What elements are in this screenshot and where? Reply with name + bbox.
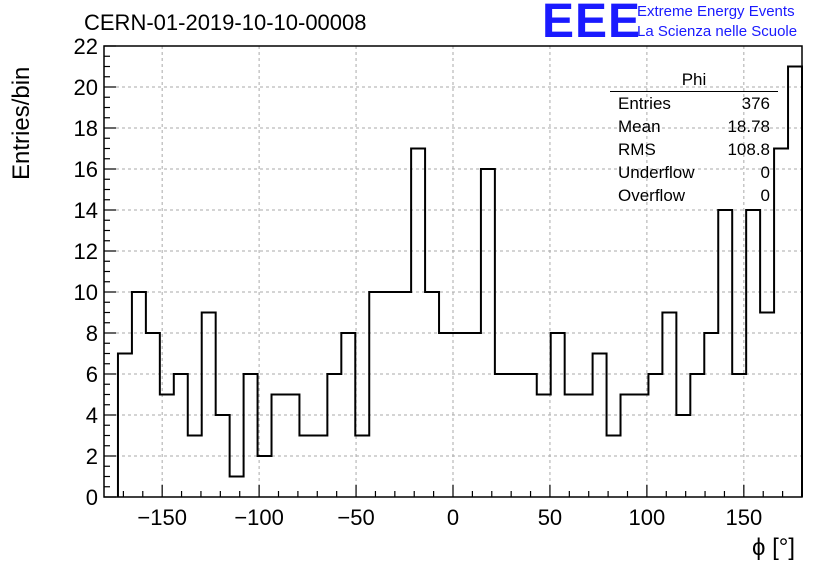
x-tick-label: 150 — [725, 505, 762, 530]
histogram-outline — [116, 65, 803, 497]
stats-label: Mean — [618, 117, 661, 136]
y-tick-label: 14 — [74, 198, 98, 223]
x-tick-label: 0 — [447, 505, 459, 530]
x-tick-label: 100 — [629, 505, 666, 530]
stats-value: 376 — [741, 94, 770, 113]
x-tick-label: −50 — [337, 505, 374, 530]
y-tick-label: 2 — [86, 444, 98, 469]
stats-label: Underflow — [618, 163, 695, 182]
x-tick-label: −150 — [137, 505, 187, 530]
eee-logo: EEE — [542, 0, 642, 48]
y-tick-label: 0 — [86, 485, 98, 510]
stats-row-mean: Mean 18.78 — [610, 115, 778, 138]
stats-value: 0 — [760, 186, 770, 205]
stats-value: 108.8 — [727, 140, 770, 159]
y-tick-label: 4 — [86, 403, 98, 428]
y-tick-label: 6 — [86, 362, 98, 387]
stats-label: RMS — [618, 140, 656, 159]
y-tick-label: 18 — [74, 116, 98, 141]
x-tick-label: 50 — [538, 505, 562, 530]
y-tick-label: 12 — [74, 239, 98, 264]
stats-value: 0 — [760, 163, 770, 182]
logo-caption-line2: La Scienza nelle Scuole — [637, 23, 798, 40]
stats-row-overflow: Overflow 0 — [610, 184, 778, 207]
stats-rows: Entries 376 Mean 18.78 RMS 108.8 Underflow 0 Ove… — [610, 92, 778, 207]
y-tick-label: 8 — [86, 321, 98, 346]
x-axis-label: ϕ [°] — [752, 534, 796, 561]
stats-row-entries: Entries 376 — [610, 92, 778, 115]
y-axis-ticks: 0 2 4 6 8 10 12 14 16 18 20 22 — [74, 34, 116, 510]
stats-title: Phi — [610, 70, 778, 92]
stats-row-underflow: Underflow 0 — [610, 161, 778, 184]
histogram-series — [116, 65, 803, 497]
logo-caption-line1: Extreme Energy Events — [637, 3, 795, 20]
stats-box: Phi Entries 376 Mean 18.78 RMS 108.8 Underflow… — [610, 70, 778, 207]
logo-caption: Extreme Energy Events La Scienza nelle S… — [637, 2, 797, 42]
x-axis-ticks: −150 −100 −50 0 50 100 150 — [122, 485, 784, 530]
y-tick-label: 20 — [74, 75, 98, 100]
y-axis-label: Entries/bin — [8, 66, 35, 180]
stats-label: Entries — [618, 94, 671, 113]
y-tick-label: 10 — [74, 280, 98, 305]
x-tick-label: −100 — [234, 505, 284, 530]
stats-value: 18.78 — [727, 117, 770, 136]
page-title: CERN-01-2019-10-10-00008 — [84, 10, 367, 35]
stats-row-rms: RMS 108.8 — [610, 138, 778, 161]
stats-label: Overflow — [618, 186, 686, 205]
y-tick-label: 22 — [74, 34, 98, 59]
y-tick-label: 16 — [74, 157, 98, 182]
